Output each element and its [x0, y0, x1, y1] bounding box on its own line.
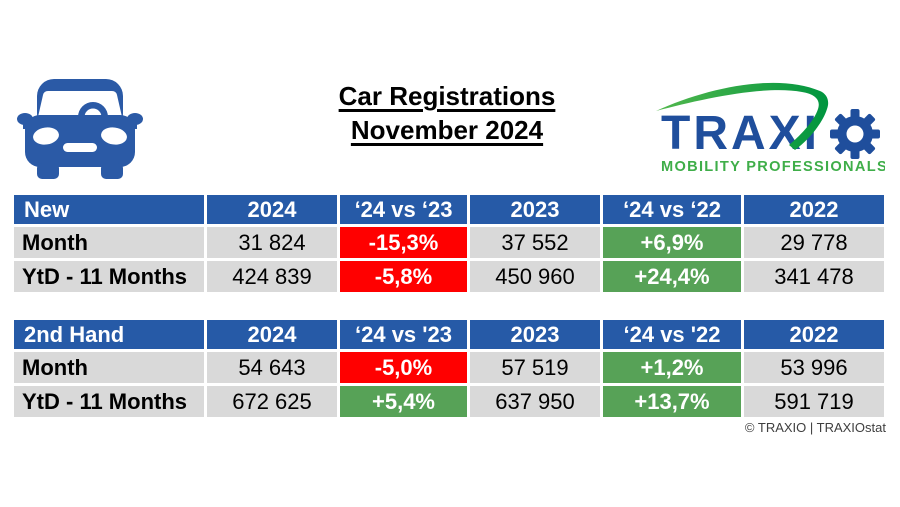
- delta-positive-cell: +13,7%: [603, 386, 741, 417]
- second-hand-registrations-table: 2nd Hand 2024 ‘24 vs '23 2023 ‘24 vs '22 2022…: [14, 320, 886, 417]
- delta-negative-cell: -5,8%: [340, 261, 467, 292]
- value-cell: 424 839: [207, 261, 337, 292]
- column-header-cell: 2022: [744, 195, 884, 224]
- copyright-note: © TRAXIO | TRAXIOstat: [744, 420, 886, 435]
- car-icon: [17, 79, 143, 179]
- value-cell: 591 719: [744, 386, 884, 417]
- value-cell: 341 478: [744, 261, 884, 292]
- value-cell: 672 625: [207, 386, 337, 417]
- gear-icon: [830, 109, 880, 159]
- column-header-cell: 2022: [744, 320, 884, 349]
- table-title-cell: New: [14, 195, 204, 224]
- value-cell: 637 950: [470, 386, 600, 417]
- value-cell: 53 996: [744, 352, 884, 383]
- delta-negative-cell: -5,0%: [340, 352, 467, 383]
- table-new: New 2024 ‘24 vs ‘23 2023 ‘24 vs ‘22 2022 Month…: [14, 195, 886, 292]
- row-label-cell: Month: [14, 227, 204, 258]
- value-cell: 450 960: [470, 261, 600, 292]
- value-cell: 31 824: [207, 227, 337, 258]
- column-header-cell: 2023: [470, 320, 600, 349]
- value-cell: 29 778: [744, 227, 884, 258]
- delta-positive-cell: +1,2%: [603, 352, 741, 383]
- column-header-cell: ‘24 vs '23: [340, 320, 467, 349]
- column-header-cell: 2023: [470, 195, 600, 224]
- column-header-cell: ‘24 vs '22: [603, 320, 741, 349]
- logo-tagline: MOBILITY PROFESSIONALS: [661, 159, 885, 175]
- delta-negative-cell: -15,3%: [340, 227, 467, 258]
- table-title-cell: 2nd Hand: [14, 320, 204, 349]
- row-label-cell: YtD - 11 Months: [14, 386, 204, 417]
- column-header-cell: 2024: [207, 195, 337, 224]
- new-registrations-table: New 2024 ‘24 vs ‘23 2023 ‘24 vs ‘22 2022 Month…: [14, 195, 886, 292]
- title-line-2: November 2024: [350, 115, 544, 146]
- column-header-cell: ‘24 vs ‘23: [340, 195, 467, 224]
- row-label-cell: YtD - 11 Months: [14, 261, 204, 292]
- column-header-cell: 2024: [207, 320, 337, 349]
- swoosh-arc-icon: [656, 82, 829, 150]
- title-line-1: Car Registrations: [338, 81, 556, 111]
- traxio-wordmark: TRAXI: [661, 107, 820, 160]
- delta-positive-cell: +5,4%: [340, 386, 467, 417]
- table-second-hand: 2nd Hand 2024 ‘24 vs '23 2023 ‘24 vs '22 2022…: [14, 320, 886, 417]
- delta-positive-cell: +24,4%: [603, 261, 741, 292]
- value-cell: 37 552: [470, 227, 600, 258]
- page-title: Car Registrations November 2024: [227, 79, 667, 148]
- value-cell: 57 519: [470, 352, 600, 383]
- value-cell: 54 643: [207, 352, 337, 383]
- delta-positive-cell: +6,9%: [603, 227, 741, 258]
- row-label-cell: Month: [14, 352, 204, 383]
- traxio-logo: TRAXI MOBILITY PROFESSIONALS: [656, 82, 885, 175]
- column-header-cell: ‘24 vs ‘22: [603, 195, 741, 224]
